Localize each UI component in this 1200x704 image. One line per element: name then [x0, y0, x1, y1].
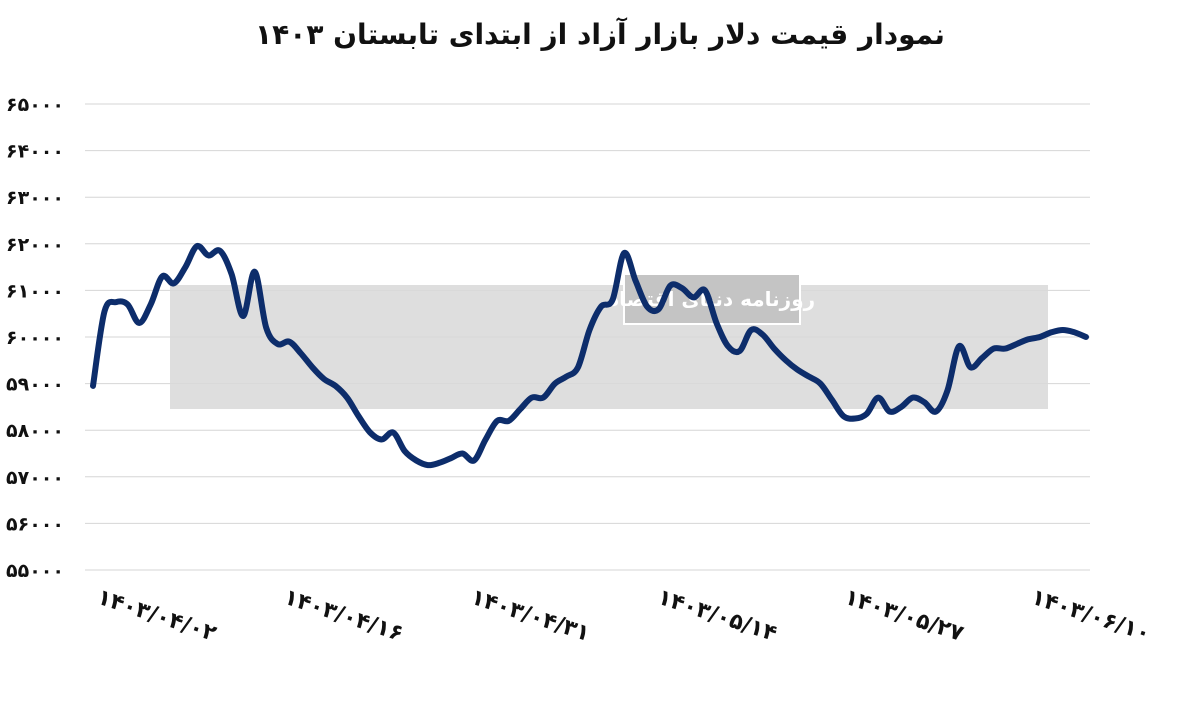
y-axis-ticks: ۶۵۰۰۰ ۶۴۰۰۰ ۶۳۰۰۰ ۶۲۰۰۰ ۶۱۰۰۰ ۶۰۰۰۰ ۵۹۰۰۰ ۵۸۰۰۰…: [6, 94, 64, 582]
chart-title: نمودار قیمت دلار بازار آزاد از ابتدای تا…: [255, 18, 945, 51]
x-tick-label: ۱۴۰۳/۰۴/۰۲: [94, 585, 220, 647]
x-tick-label: ۱۴۰۳/۰۶/۱۰: [1028, 585, 1153, 647]
x-tick-label: ۱۴۰۳/۰۴/۳۱: [468, 585, 593, 647]
y-tick-label: ۶۴۰۰۰: [6, 141, 64, 163]
y-tick-label: ۵۸۰۰۰: [6, 420, 64, 442]
y-tick-label: ۶۳۰۰۰: [6, 187, 64, 209]
y-tick-label: ۵۶۰۰۰: [6, 513, 64, 535]
y-tick-label: ۶۰۰۰۰: [6, 327, 64, 349]
x-tick-label: ۱۴۰۳/۰۴/۱۶: [281, 585, 406, 647]
price-line: [90, 242, 1089, 469]
y-tick-label: ۵۷۰۰۰: [6, 467, 64, 489]
x-tick-label: ۱۴۰۳/۰۵/۲۷: [841, 585, 967, 647]
watermark: روزنامه دنیای اقتصاد: [170, 273, 1048, 409]
y-tick-label: ۶۱۰۰۰: [6, 280, 64, 302]
series-layer: [90, 242, 1089, 469]
y-tick-label: ۵۹۰۰۰: [6, 374, 64, 396]
x-tick-label: ۱۴۰۳/۰۵/۱۴: [655, 585, 780, 647]
y-tick-label: ۵۵۰۰۰: [6, 560, 64, 582]
x-axis-ticks: ۱۴۰۳/۰۴/۰۲ ۱۴۰۳/۰۴/۱۶ ۱۴۰۳/۰۴/۳۱ ۱۴۰۳/۰۵/۱۴…: [94, 585, 1153, 647]
y-tick-label: ۶۵۰۰۰: [6, 94, 64, 116]
y-tick-label: ۶۲۰۰۰: [6, 234, 64, 256]
